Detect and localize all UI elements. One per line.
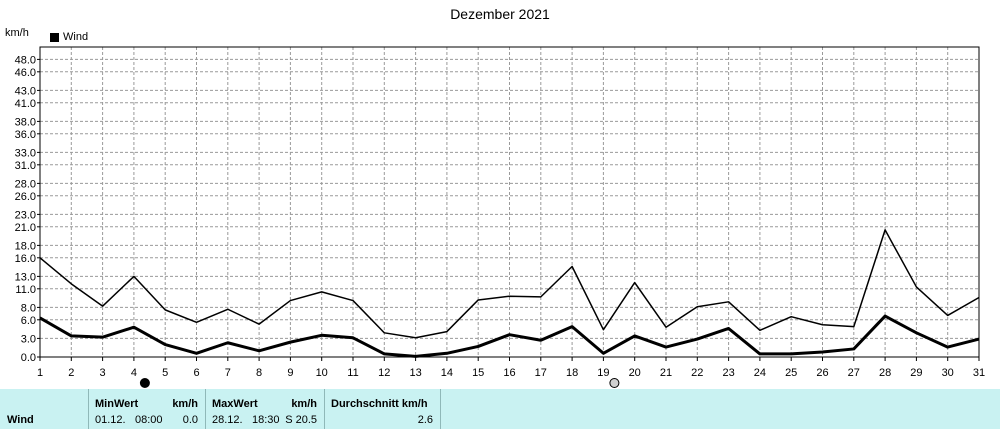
wind-chart: 0.0 3.0 6.08.0 11.013.0 16.018.0 21.023.0 26.0…: [15, 46, 985, 388]
x-tick-label: 5: [162, 367, 168, 379]
x-tick-label: 21: [660, 367, 672, 379]
x-tick-label: 27: [848, 367, 860, 379]
stats-min-header: MinWert: [95, 398, 139, 410]
chart-title: Dezember 2021: [450, 6, 550, 22]
stats-row-label: Wind: [7, 414, 34, 426]
x-tick-label: 9: [287, 367, 293, 379]
stats-max-cell: MaxWert km/h 28.12. 18:30 S 20.5: [206, 389, 325, 429]
x-tick-label: 7: [225, 367, 231, 379]
x-tick-label: 25: [785, 367, 797, 379]
series-line-gust: [39, 229, 980, 339]
x-tick-label: 30: [942, 367, 954, 379]
x-tick-label: 29: [910, 367, 922, 379]
y-tick-label: 36.0: [15, 129, 36, 141]
y-tick-label: 41.0: [15, 98, 36, 110]
x-tick-label: 31: [973, 367, 985, 379]
x-tick-label: 12: [378, 367, 390, 379]
stats-min-cell: MinWert km/h 01.12. 08:00 0.0: [89, 389, 206, 429]
y-tick-label: 3.0: [21, 333, 36, 345]
stats-max-value: S 20.5: [285, 414, 317, 426]
y-tick-label: 31.0: [15, 160, 36, 172]
stats-min-unit: km/h: [172, 398, 198, 410]
stats-max-header: MaxWert: [212, 398, 258, 410]
stats-max-date: 28.12.: [212, 414, 243, 426]
y-tick-label: 11.0: [15, 284, 36, 296]
x-tick-label: 24: [754, 367, 766, 379]
stats-avg-value: 2.6: [417, 414, 433, 426]
x-tick-label: 20: [629, 367, 641, 379]
x-tick-label: 8: [256, 367, 262, 379]
x-tick-label: 17: [535, 367, 547, 379]
x-tick-label: 1: [37, 367, 43, 379]
stats-min-value: 0.0: [182, 414, 198, 426]
y-tick-label: 18.0: [15, 240, 36, 252]
full-moon-icon: [609, 378, 620, 388]
y-tick-label: 26.0: [15, 191, 36, 203]
x-tick-label: 13: [409, 367, 421, 379]
x-tick-label: 15: [472, 367, 484, 379]
x-tick-label: 14: [441, 367, 453, 379]
stats-panel: Wind MinWert km/h 01.12. 08:00 0.0 MaxWe…: [0, 389, 1000, 429]
x-tick-label: 11: [347, 367, 358, 379]
y-tick-label: 48.0: [15, 54, 36, 66]
y-tick-label: 16.0: [15, 253, 36, 265]
stats-row-label-cell: Wind: [0, 389, 89, 429]
y-tick-label: 6.0: [21, 315, 36, 327]
stats-avg-header: Durchschnitt km/h: [331, 398, 428, 410]
y-tick-label: 0.0: [21, 352, 36, 364]
legend-label-wind: Wind: [63, 31, 89, 43]
y-tick-label: 46.0: [15, 67, 36, 79]
stats-max-unit: km/h: [291, 398, 317, 410]
y-tick-label: 13.0: [15, 271, 36, 283]
legend: Wind: [50, 31, 88, 43]
legend-swatch-wind: [50, 32, 59, 42]
x-tick-label: 10: [316, 367, 328, 379]
y-tick-label: 8.0: [21, 302, 36, 314]
x-tick-label: 23: [722, 367, 734, 379]
x-tick-label: 18: [566, 367, 578, 379]
y-tick-label: 38.0: [15, 116, 36, 128]
x-tick-label: 6: [193, 367, 199, 379]
y-axis-unit-label: km/h: [5, 27, 29, 39]
series-line-wind: [39, 314, 980, 358]
y-tick-label: 33.0: [15, 147, 36, 159]
x-tick-label: 22: [691, 367, 703, 379]
y-tick-label: 21.0: [15, 222, 36, 234]
x-tick-label: 3: [100, 367, 106, 379]
new-moon-icon: [139, 378, 150, 388]
x-tick-label: 2: [68, 367, 74, 379]
x-tick-label: 28: [879, 367, 891, 379]
stats-min-date: 01.12.: [95, 414, 126, 426]
stats-avg-cell: Durchschnitt km/h 2.6: [325, 389, 441, 429]
stats-min-time: 08:00: [135, 414, 163, 426]
y-tick-label: 28.0: [15, 178, 36, 190]
stats-max-time: 18:30: [252, 414, 280, 426]
x-tick-label: 16: [503, 367, 515, 379]
x-tick-label: 19: [597, 367, 609, 379]
x-tick-label: 26: [816, 367, 828, 379]
y-tick-label: 23.0: [15, 209, 36, 221]
y-tick-label: 43.0: [15, 85, 36, 97]
x-tick-label: 4: [131, 367, 137, 379]
